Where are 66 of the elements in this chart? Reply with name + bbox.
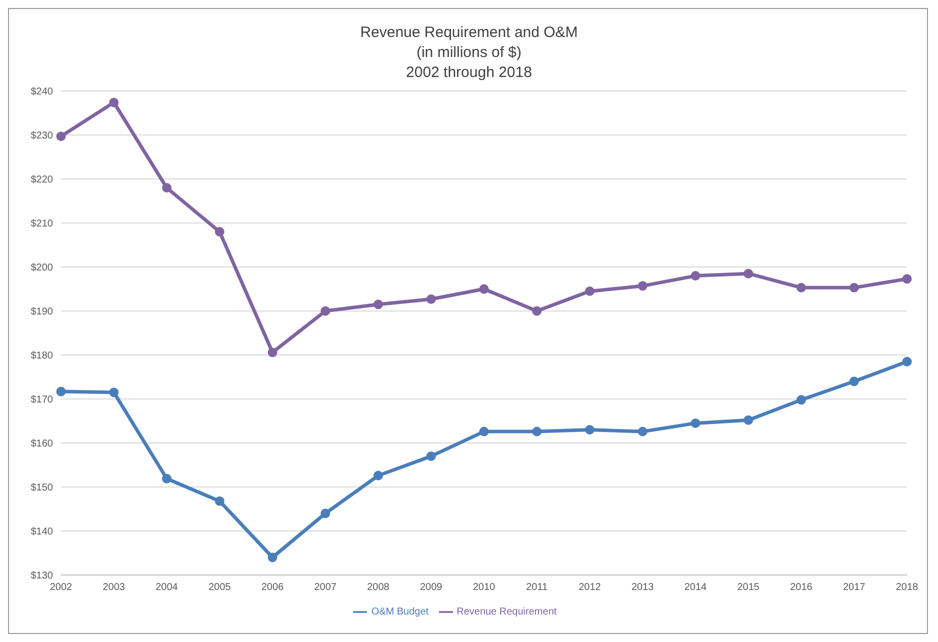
point (426, 451, 436, 461)
point (744, 268, 754, 278)
y-tick-label: $160 (30, 438, 54, 450)
point (426, 294, 436, 304)
point (162, 474, 172, 484)
legend-label: O&M Budget (371, 606, 429, 618)
x-tick-label: 2005 (208, 582, 232, 594)
y-tick-label: $230 (30, 130, 54, 142)
y-tick-label: $140 (30, 526, 54, 538)
legend-label: Revenue Requirement (456, 606, 557, 618)
x-tick-label: 2015 (737, 582, 760, 594)
x-tick-label: 2016 (790, 582, 813, 594)
point (849, 282, 859, 292)
y-tick-label: $200 (30, 262, 54, 274)
x-tick-label: 2002 (50, 582, 73, 594)
point (638, 281, 648, 291)
point (479, 426, 489, 436)
point (374, 300, 383, 310)
point (109, 388, 119, 398)
point (796, 395, 806, 405)
y-tick-label: $220 (30, 174, 54, 186)
x-tick-label: 2006 (261, 582, 284, 594)
x-tick-label: 2008 (367, 582, 390, 594)
y-tick-label: $190 (30, 306, 54, 318)
point (320, 306, 330, 316)
x-tick-label: 2018 (896, 582, 919, 594)
y-tick-label: $170 (30, 394, 54, 406)
chart-title: Revenue Requirement and O&M (in millions of $) 2002 through 2018 (359, 23, 579, 83)
point (214, 496, 224, 506)
point (690, 271, 700, 281)
point (744, 415, 754, 425)
y-tick-label: $130 (30, 570, 54, 582)
point (268, 552, 278, 562)
y-tick-label: $150 (30, 482, 54, 494)
x-tick-label: 2003 (102, 582, 126, 594)
point (320, 508, 330, 518)
point (902, 356, 912, 366)
point (479, 284, 489, 294)
point (902, 274, 912, 284)
point (638, 426, 648, 436)
point (268, 348, 278, 358)
point (585, 286, 594, 296)
point (56, 386, 66, 396)
x-tick-label: 2004 (156, 582, 178, 594)
point (796, 282, 806, 292)
x-tick-label: 2007 (314, 582, 337, 594)
point (109, 98, 119, 108)
point (585, 425, 594, 435)
point (56, 132, 66, 142)
x-tick-label: 2011 (526, 582, 548, 594)
y-tick-label: $240 (30, 86, 54, 98)
y-tick-label: $180 (30, 350, 54, 362)
x-tick-label: 2012 (578, 582, 602, 594)
x-tick-label: 2017 (843, 582, 866, 594)
x-tick-label: 2009 (420, 582, 443, 594)
x-tick-label: 2010 (472, 582, 496, 594)
point (849, 376, 859, 386)
y-tick-label: $210 (30, 218, 54, 230)
x-tick-label: 2014 (684, 582, 708, 594)
point (374, 470, 383, 480)
point (532, 306, 542, 316)
point (214, 227, 224, 237)
point (532, 426, 542, 436)
point (690, 418, 700, 428)
point (162, 183, 172, 193)
x-tick-label: 2013 (632, 582, 654, 594)
